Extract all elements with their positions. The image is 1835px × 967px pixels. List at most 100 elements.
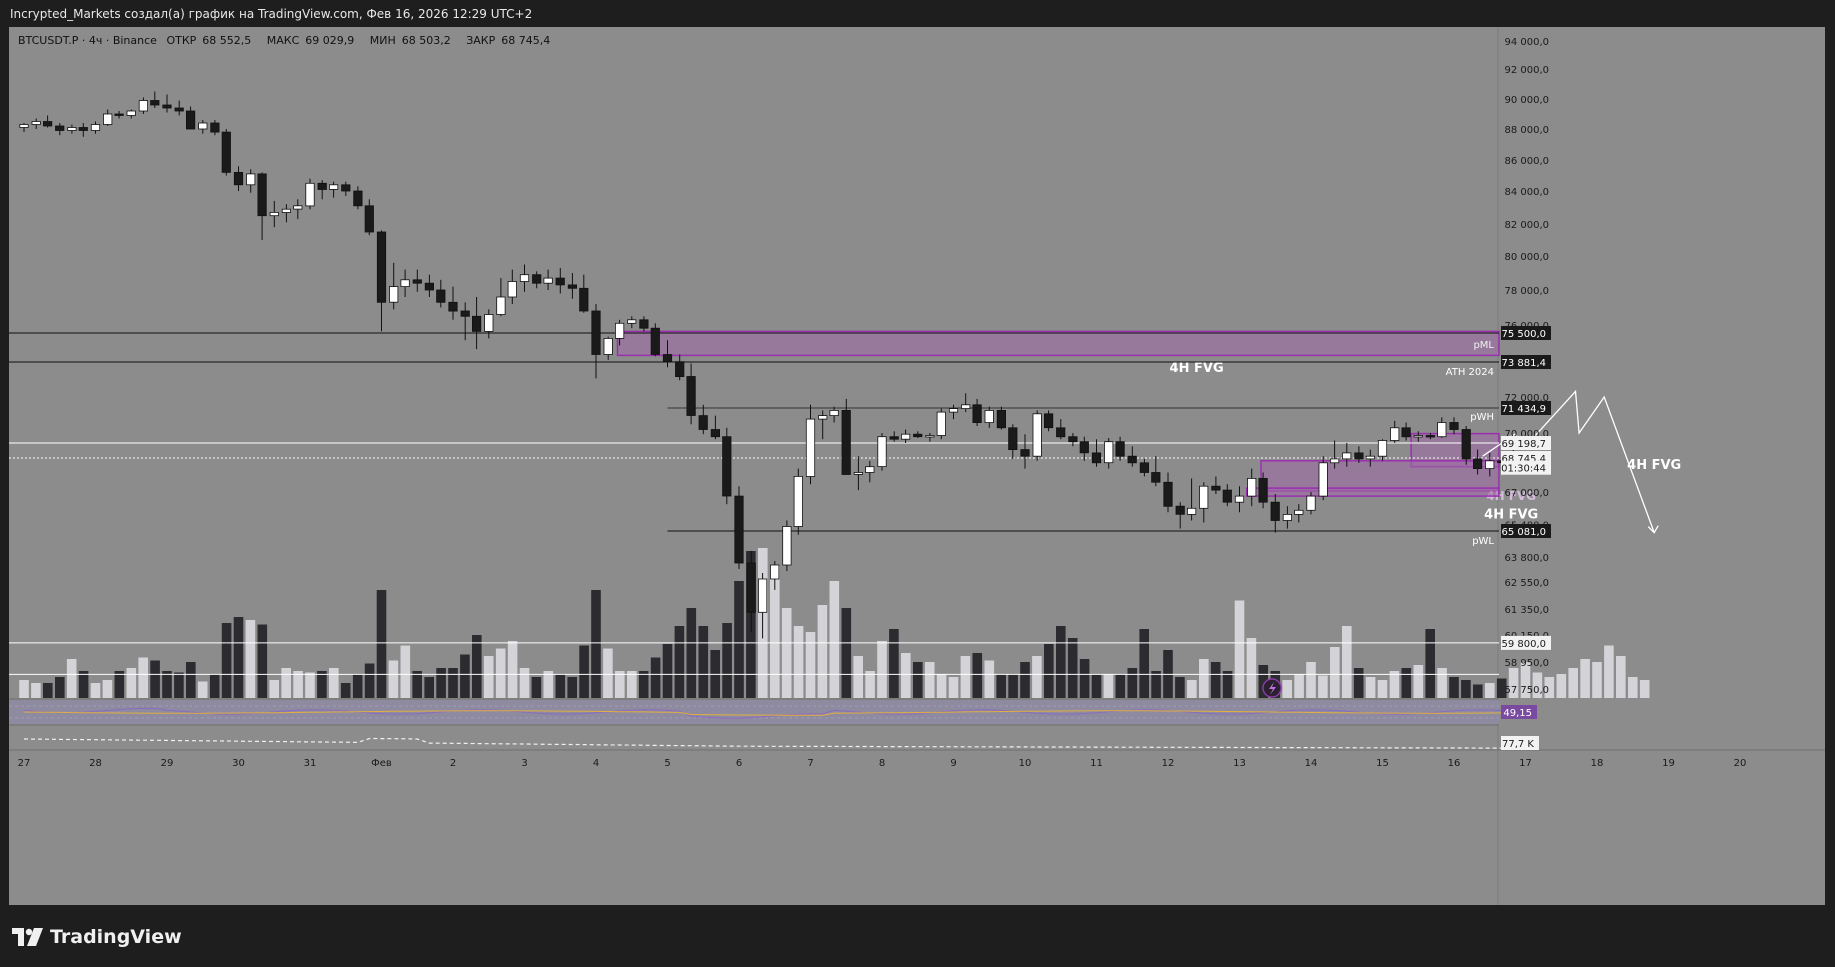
volume-bar — [1079, 659, 1090, 698]
price-badge: 59 800,0 — [1501, 635, 1551, 650]
candle-body — [1270, 501, 1280, 521]
y-tick-label: 80 000,0 — [1504, 252, 1549, 263]
footer — [0, 905, 1835, 967]
volume-bar — [877, 641, 887, 698]
candle — [1247, 468, 1257, 507]
candle — [853, 456, 864, 491]
volume-bar — [1353, 668, 1364, 698]
price-badge-label: 75 500,0 — [1501, 329, 1546, 340]
candle — [579, 274, 589, 313]
volume-bar — [1580, 659, 1590, 698]
candle-body — [150, 100, 160, 106]
candle — [221, 129, 231, 176]
y-tick-label: 63 800,0 — [1504, 553, 1549, 564]
price-badge-bg — [1501, 524, 1551, 538]
volume-ma-badge-label: 77,7 K — [1502, 739, 1534, 750]
candle-body — [770, 564, 780, 580]
candle — [317, 180, 327, 200]
candle — [341, 181, 351, 196]
volume-bar — [650, 657, 661, 698]
volume-bar — [698, 626, 709, 698]
volume-bar — [603, 648, 613, 698]
volume-bars — [19, 548, 1650, 698]
price-badge-bg — [1501, 460, 1551, 475]
candle-body — [519, 274, 530, 282]
candle-body — [126, 110, 136, 116]
price-badge-label: 71 434,9 — [1501, 404, 1546, 415]
candle — [1020, 434, 1030, 469]
candle — [1044, 410, 1054, 432]
candle — [1473, 449, 1483, 475]
candle — [555, 267, 565, 294]
symbol-name[interactable]: BTCUSDT.P · 4ч · Binance — [18, 34, 157, 47]
projection-arrowhead — [1647, 525, 1659, 534]
candle-body — [853, 472, 864, 475]
x-tick-label: 2 — [450, 758, 456, 769]
volume-bar — [412, 671, 422, 698]
candle — [770, 561, 780, 590]
candle-body — [579, 287, 589, 312]
candle — [1437, 417, 1447, 438]
volume-bar — [424, 677, 434, 698]
volume-bar — [1008, 674, 1018, 698]
volume-bar — [1103, 674, 1114, 698]
volume-bar — [340, 683, 351, 698]
volume-bar — [543, 671, 554, 698]
volume-bar — [1496, 678, 1507, 698]
y-tick-label: 70 000,0 — [1504, 429, 1549, 440]
x-tick-label: 27 — [18, 758, 31, 769]
candle — [1365, 449, 1375, 467]
x-tick-label: 14 — [1305, 758, 1318, 769]
x-tick-label: 4 — [593, 758, 599, 769]
volume-bar — [162, 671, 172, 698]
candle — [1318, 456, 1328, 501]
volume-bar — [853, 656, 863, 698]
volume-bar — [1139, 629, 1149, 698]
y-tick-label: 82 000,0 — [1504, 220, 1549, 231]
volume-bar — [1377, 680, 1388, 698]
volume-bar — [364, 663, 375, 698]
ohlc-close: ЗАКР 68 745,4 — [466, 34, 551, 47]
price-badge: 01:30:44 — [1501, 460, 1551, 475]
candle-body — [746, 562, 756, 613]
candle-body — [1425, 435, 1435, 438]
candle-body — [1199, 485, 1209, 509]
brand-name: TradingView — [50, 926, 182, 948]
volume-bar — [138, 657, 148, 698]
candle — [1258, 472, 1268, 509]
candle-body — [1258, 477, 1268, 503]
candle — [436, 279, 446, 308]
candle-body — [1127, 455, 1137, 464]
candle — [424, 274, 435, 297]
candle — [829, 406, 839, 423]
candle-body — [1079, 441, 1089, 454]
candle-body — [221, 131, 231, 173]
candle-body — [734, 495, 744, 564]
volume-bar — [1175, 677, 1185, 698]
candle-body — [961, 404, 971, 409]
volume-bar — [1187, 680, 1197, 698]
candle — [972, 398, 982, 426]
volume-bar — [817, 605, 828, 698]
candle-body — [793, 475, 803, 527]
candle-body — [567, 284, 578, 289]
candle-body — [353, 190, 363, 207]
candle-body — [1008, 427, 1018, 450]
candle — [460, 302, 470, 341]
candle-body — [1377, 440, 1388, 457]
candle — [246, 169, 256, 193]
candle-body — [1175, 505, 1185, 515]
candle-body — [1294, 509, 1304, 515]
candle — [686, 363, 696, 425]
candle-body — [162, 104, 172, 109]
candle-body — [103, 113, 113, 125]
candle-body — [19, 124, 29, 128]
tradingview-logo[interactable]: TradingView — [12, 926, 182, 948]
tradingview-logo-icon — [12, 928, 43, 946]
candle-body — [984, 409, 994, 423]
candle-body — [591, 310, 601, 355]
volume-bar — [317, 671, 327, 698]
candle — [1115, 436, 1125, 461]
volume-bar — [615, 671, 625, 698]
